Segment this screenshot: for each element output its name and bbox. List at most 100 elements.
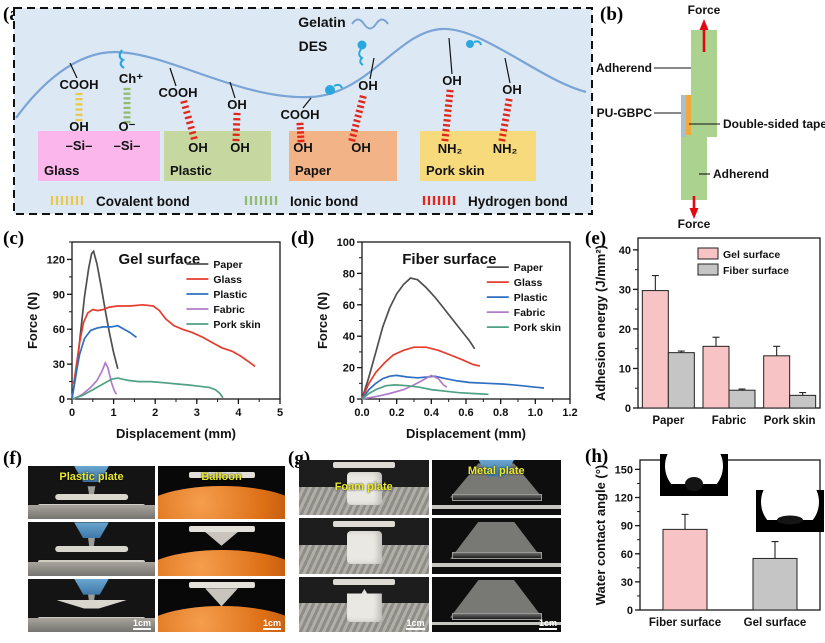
si-group: –Si– — [114, 138, 141, 153]
adhesive-pad — [54, 494, 129, 501]
upper-plate — [332, 462, 395, 469]
svg-text:40: 40 — [619, 245, 631, 257]
nh2-group: NH₂ — [493, 141, 518, 156]
panel-label-f: (f) — [3, 448, 22, 469]
adhesive-pad — [188, 525, 255, 532]
balloon — [158, 550, 285, 576]
balloon — [158, 606, 285, 632]
photo-plastic-plate-1: Plastic plate — [28, 466, 155, 520]
svg-text:0: 0 — [625, 403, 631, 415]
svg-text:Glass: Glass — [213, 274, 242, 286]
svg-text:90: 90 — [621, 521, 633, 533]
foam-block — [346, 588, 382, 623]
photo-balloon-2 — [158, 522, 285, 576]
adhesive-pad — [54, 599, 129, 609]
cooh-group: COOH — [60, 77, 99, 92]
svg-text:40: 40 — [343, 331, 355, 343]
svg-text:0: 0 — [349, 394, 355, 406]
hydrogen-legend-swatch — [422, 196, 456, 205]
hydrogen-bond-dashes — [180, 99, 198, 141]
svg-text:100: 100 — [337, 237, 355, 249]
adhesive-pad — [188, 581, 255, 588]
scale-bar: 1cm — [406, 618, 425, 630]
label-pointers — [654, 67, 720, 175]
tape-label: Double-sided tape — [723, 117, 825, 131]
adhesive-pad — [54, 546, 129, 553]
des-droplet-icon — [118, 40, 482, 95]
photo-caption: Metal plate — [467, 465, 525, 477]
svg-text:90: 90 — [53, 289, 65, 301]
oh-group: OH — [351, 140, 371, 155]
ionic-legend-swatch — [244, 196, 278, 205]
adhesive-neck — [87, 535, 96, 549]
adhesive-neck — [87, 591, 96, 606]
photo-balloon-1: Balloon — [158, 466, 285, 520]
svg-text:0.0: 0.0 — [354, 407, 369, 419]
svg-text:30: 30 — [621, 577, 633, 589]
stretched-adhesive — [204, 588, 239, 607]
svg-text:Adhesion energy (J/mm²): Adhesion energy (J/mm²) — [593, 245, 608, 401]
chart-water-contact-angle: 0 30 60 90 120 150 Fiber surface Gel surface Wat… — [593, 454, 824, 629]
photo-caption: Foam plate — [334, 481, 393, 494]
svg-text:80: 80 — [343, 268, 355, 280]
scale-bar: 1cm — [538, 618, 557, 630]
svg-text:Fiber surface: Fiber surface — [649, 617, 721, 629]
photo-plastic-plate-3: 1cm — [28, 578, 155, 632]
pork-skin-label: Pork skin — [426, 163, 485, 178]
panel-label-b: (b) — [600, 4, 624, 25]
panel-label-d: (d) — [291, 228, 315, 249]
oh-group: OH — [69, 119, 89, 134]
svg-text:60: 60 — [53, 324, 65, 336]
panel-a-scheme: Gelatin DES COOH Ch⁺ COOH OH COOH OH OH … — [13, 7, 593, 215]
o-minus-group: O⁻ — [119, 119, 136, 134]
svg-text:Pork skin: Pork skin — [514, 322, 561, 334]
svg-text:Displacement (mm): Displacement (mm) — [116, 426, 236, 441]
glove — [74, 578, 109, 595]
adhesive-pad — [188, 472, 255, 479]
double-sided-tape-layer — [686, 95, 691, 135]
photo-metal-plate-3: 1cm — [431, 576, 561, 632]
plastic-label: Plastic — [170, 163, 212, 178]
svg-text:Paper: Paper — [213, 259, 242, 271]
foam-block — [346, 530, 382, 564]
svg-text:Force (N): Force (N) — [25, 292, 40, 349]
panel-label-h: (h) — [585, 446, 609, 467]
photo-grid-f: Plastic plate Balloon 1cm 1cm — [28, 466, 285, 632]
svg-text:Fiber surface: Fiber surface — [723, 265, 789, 277]
oh-group: OH — [188, 140, 208, 155]
svg-text:4: 4 — [235, 407, 242, 419]
svg-text:2: 2 — [152, 407, 158, 419]
oh-group: OH — [502, 82, 522, 97]
oh-group: OH — [358, 78, 378, 93]
choline-group: Ch⁺ — [119, 71, 143, 86]
metal-plate — [452, 612, 543, 620]
panel-label-c: (c) — [3, 228, 25, 249]
svg-text:Fabric: Fabric — [712, 415, 747, 427]
substrate-glass — [38, 131, 160, 181]
pu-gbpc-label: PU-GBPC — [597, 106, 653, 120]
force-arrows — [689, 19, 709, 219]
oh-group: OH — [227, 97, 247, 112]
stretched-adhesive — [204, 531, 239, 546]
photo-metal-plate-1: Metal plate — [431, 460, 561, 516]
metal-plate — [452, 552, 543, 560]
svg-text:Gel surface: Gel surface — [119, 251, 201, 268]
svg-text:30: 30 — [53, 359, 65, 371]
si-group: –Si– — [66, 138, 93, 153]
cooh-group: COOH — [281, 107, 320, 122]
svg-text:1.2: 1.2 — [562, 407, 577, 419]
ionic-bond-label: Ionic bond — [290, 194, 358, 209]
stage — [431, 563, 561, 568]
photo-foam-plate-3: 1cm — [299, 576, 429, 632]
force-bottom-label: Force — [678, 217, 711, 228]
glove — [478, 460, 514, 477]
chart-adhesion-energy: 0 10 20 30 40 Paper Fabric Pork skin Gel surface… — [593, 237, 821, 427]
svg-text:0.8: 0.8 — [493, 407, 508, 419]
stage — [431, 504, 561, 509]
oh-group: OH — [293, 140, 313, 155]
svg-text:Pork skin: Pork skin — [213, 319, 260, 331]
photo-plastic-plate-2 — [28, 522, 155, 576]
substrate-paper — [289, 131, 397, 181]
panel-b-diagram: Force Adherend PU-GBPC Double-sided tape… — [596, 3, 825, 228]
